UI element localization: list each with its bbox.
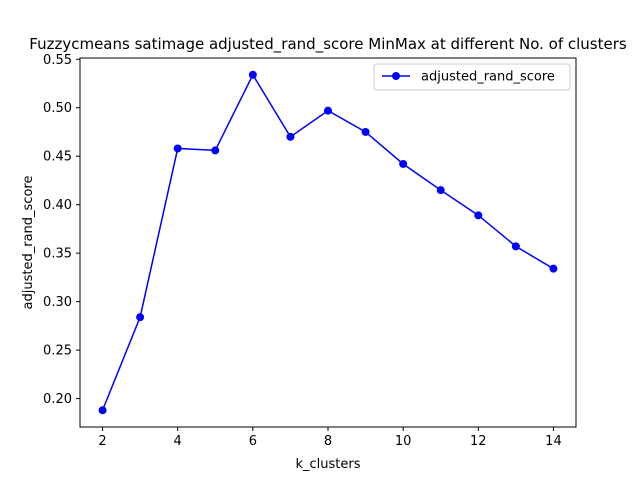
y-tick-label: 0.20	[43, 392, 72, 407]
chart-title: Fuzzycmeans satimage adjusted_rand_score…	[29, 35, 627, 54]
y-tick-label: 0.30	[43, 295, 72, 310]
x-axis-label: k_clusters	[295, 457, 360, 472]
data-point	[248, 70, 257, 79]
y-tick-label: 0.35	[43, 247, 72, 262]
y-tick-label: 0.45	[43, 150, 72, 165]
data-point	[361, 127, 370, 136]
data-point	[549, 264, 558, 273]
y-tick-label: 0.25	[43, 344, 72, 359]
data-point	[399, 159, 408, 168]
data-point	[98, 406, 107, 415]
x-tick-label: 10	[395, 434, 412, 449]
legend-label: adjusted_rand_score	[421, 70, 555, 85]
data-point	[511, 242, 520, 251]
x-tick-label: 6	[249, 434, 257, 449]
x-tick-label: 4	[174, 434, 182, 449]
x-axis-ticks: 2 4 6 8 10 12 14	[98, 427, 562, 449]
y-tick-label: 0.50	[43, 101, 72, 116]
legend-box	[373, 63, 571, 91]
legend-marker	[392, 72, 400, 80]
plot-area: 2 4 6 8 10 12 14 0.200.250.300.350.400.450.500…	[43, 53, 577, 449]
legend: adjusted_rand_score	[373, 63, 571, 91]
x-tick-label: 2	[98, 434, 106, 449]
data-point	[136, 313, 145, 322]
x-tick-label: 12	[470, 434, 487, 449]
data-point	[474, 211, 483, 220]
data-point	[436, 186, 445, 195]
x-tick-label: 14	[545, 434, 562, 449]
y-tick-label: 0.55	[43, 53, 72, 68]
data-point	[211, 146, 220, 155]
y-tick-label: 0.40	[43, 198, 72, 213]
x-tick-label: 8	[324, 434, 332, 449]
data-point	[286, 132, 295, 141]
data-point	[324, 106, 332, 115]
y-axis-ticks: 0.20 0.25 0.30 0.35 0.40 0.45 0.50 0.55	[43, 53, 80, 407]
data-point	[173, 144, 182, 153]
y-axis-label: adjusted_rand_score	[21, 176, 36, 310]
series-layer	[98, 70, 558, 415]
